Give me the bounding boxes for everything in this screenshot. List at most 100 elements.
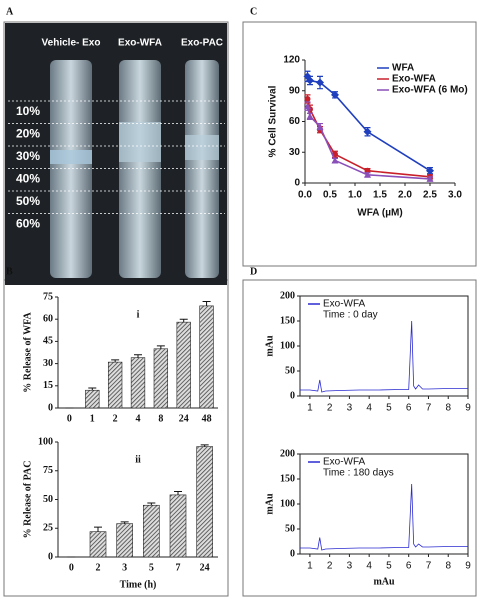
x-tick-label: 5: [149, 562, 154, 573]
marker: [363, 127, 372, 136]
y-tick-label: 0: [48, 551, 53, 562]
x-tick-label: 6: [406, 403, 412, 414]
error-bar: [94, 526, 102, 532]
x-tick-label: 7: [426, 561, 432, 572]
x-tick-label: 2: [96, 562, 101, 573]
bar: [196, 446, 213, 558]
bar: [89, 531, 107, 558]
x-tick-label: 8: [445, 403, 451, 414]
marker: [304, 95, 311, 102]
x-tick-label: 9: [465, 403, 471, 414]
legend-label: Exo-WFA: [323, 299, 366, 310]
y-tick-label: 75: [43, 465, 53, 476]
y-axis-label: % Cell Survival: [268, 85, 279, 157]
x-tick-label: 3.0: [448, 190, 462, 201]
marker: [306, 76, 314, 85]
y-tick-label: 60: [43, 313, 53, 324]
marker: [426, 175, 434, 182]
marker: [331, 156, 339, 164]
x-tick-label: 2: [327, 403, 333, 414]
x-tick-label: 4: [366, 561, 372, 572]
x-tick-label: 8: [445, 561, 451, 572]
y-tick-label: 200: [280, 448, 295, 459]
x-tick-label: 24: [179, 413, 189, 424]
y-tick-label: 0: [290, 390, 295, 401]
y-tick-label: 100: [38, 436, 53, 447]
marker: [426, 166, 434, 175]
bar: [169, 494, 187, 558]
x-tick-label: 2.0: [398, 190, 412, 201]
y-tick-label: 120: [283, 55, 300, 66]
x-axis-label: WFA (µM): [357, 208, 402, 219]
marker: [364, 171, 371, 178]
legend-label: Exo-WFA (6 Mo): [392, 85, 468, 96]
y-tick-label: 30: [289, 147, 301, 158]
tube-label: Exo-PAC: [181, 38, 223, 49]
error-bar: [147, 502, 156, 506]
x-tick-label: 0.0: [298, 190, 312, 201]
y-tick-label: 30: [43, 358, 53, 369]
marker: [331, 90, 339, 99]
error-bar: [120, 521, 129, 524]
y-tick-label: 0: [294, 178, 300, 189]
x-tick-label: 8: [158, 413, 163, 424]
marker: [304, 102, 311, 110]
annotation: Time : 180 days: [323, 468, 394, 479]
x-tick-label: 1.0: [348, 190, 362, 201]
bar: [85, 389, 100, 409]
x-tick-label: 0: [69, 562, 74, 573]
tube: [50, 60, 92, 278]
tube-label: Vehicle- Exo: [42, 38, 101, 49]
x-tick-label: 48: [202, 413, 212, 424]
error-bar: [202, 300, 211, 306]
y-tick-label: 100: [280, 498, 295, 509]
tube: [185, 60, 219, 278]
x-tick-label: 2: [113, 413, 118, 424]
y-tick-label: 100: [280, 340, 295, 351]
y-tick-label: 45: [43, 336, 53, 347]
panel-letter: C: [250, 6, 257, 17]
y-tick-label: 200: [280, 290, 295, 301]
panel-d-box: [242, 279, 477, 597]
series-line: [300, 320, 468, 393]
gradient-label: 20%: [16, 127, 40, 141]
band: [50, 150, 92, 164]
band: [119, 122, 161, 162]
panel-c-box: [242, 21, 477, 267]
x-tick-label: 5: [386, 561, 392, 572]
y-tick-label: 50: [285, 523, 295, 534]
y-tick-label: 75: [43, 291, 53, 302]
x-tick-label: 4: [366, 403, 372, 414]
error-bar: [179, 318, 188, 323]
x-tick-label: 0.5: [323, 190, 337, 201]
x-tick-label: 3: [347, 403, 353, 414]
error-bar: [88, 387, 97, 391]
x-axis-label: Time (h): [120, 579, 157, 590]
panel-letter: D: [250, 266, 257, 277]
legend-label: Exo-WFA: [323, 457, 366, 468]
panel-letter: A: [6, 6, 14, 17]
x-tick-label: 3: [122, 562, 127, 573]
x-tick-label: 2.5: [423, 190, 437, 201]
y-axis-label: mAu: [264, 493, 275, 515]
error-bar: [174, 490, 182, 495]
bar: [130, 357, 146, 409]
marker: [316, 78, 324, 87]
tubes: [50, 60, 219, 278]
x-tick-label: 2: [327, 561, 333, 572]
gradient-label: 60%: [16, 217, 40, 231]
gradient-label: 50%: [16, 194, 40, 208]
y-tick-label: 0: [290, 548, 295, 559]
error-bar: [111, 359, 120, 363]
panel-letter: B: [6, 266, 13, 277]
y-axis-label: % Release of WFA: [22, 312, 33, 393]
x-tick-label: 4: [136, 413, 141, 424]
annotation: Time : 0 day: [323, 310, 378, 321]
y-tick-label: 0: [48, 402, 53, 413]
y-tick-label: 50: [43, 494, 53, 505]
x-tick-label: 9: [465, 561, 471, 572]
bar: [153, 348, 169, 409]
y-tick-label: 150: [280, 473, 295, 484]
x-tick-label: 3: [347, 561, 353, 572]
